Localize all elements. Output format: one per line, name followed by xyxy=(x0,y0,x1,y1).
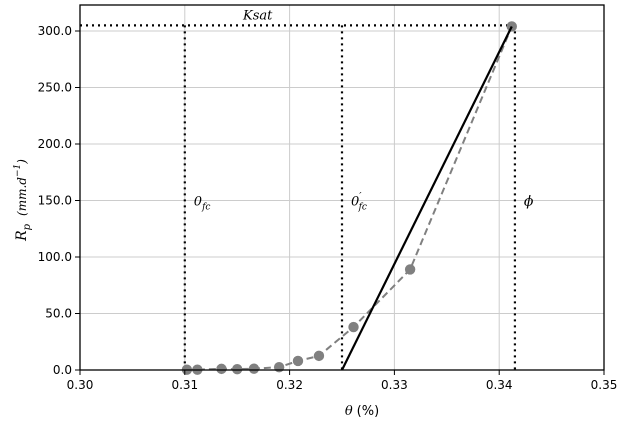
phi-label: ϕ xyxy=(524,193,534,209)
theta-fc-label: 0fc xyxy=(194,194,211,212)
x-axis-symbol: θ xyxy=(345,404,353,419)
x-axis-label: θ (%) xyxy=(345,404,379,419)
x-tick-label: 0.32 xyxy=(276,378,303,392)
ksat-label: Ksat xyxy=(242,8,273,23)
dashed-series-line xyxy=(186,26,513,371)
y-axis-subscript: p xyxy=(22,223,33,230)
y-axis-unit-close: ) xyxy=(15,159,29,165)
data-series xyxy=(181,21,517,375)
data-point xyxy=(348,321,359,333)
y-axis-unit-open: (mm.d xyxy=(15,177,29,216)
x-tick-label: 0.35 xyxy=(591,378,618,392)
y-tick-label: 300.0 xyxy=(38,24,72,38)
y-tick-label: 250.0 xyxy=(38,80,72,94)
y-tick-label: 200.0 xyxy=(38,137,72,151)
y-tick-label: 100.0 xyxy=(38,250,72,264)
y-axis-label: Rp (mm.d−1) xyxy=(13,159,33,242)
y-axis-symbol: R xyxy=(14,230,30,242)
annotations: Ksat 0fc 0′ fc ϕ xyxy=(194,8,534,212)
y-tick-label: 150.0 xyxy=(38,193,72,207)
x-tick-label: 0.30 xyxy=(67,378,94,392)
data-point xyxy=(273,361,285,373)
fit-line xyxy=(341,25,513,371)
x-tick-label: 0.31 xyxy=(171,378,198,392)
y-tick-label: 0.0 xyxy=(53,363,72,377)
y-axis-unit-exp: −1 xyxy=(13,164,23,177)
plot-frame xyxy=(79,4,605,371)
reference-lines xyxy=(80,24,517,370)
theta-fc-prime-label: 0′ fc xyxy=(351,191,367,212)
x-tick-label: 0.34 xyxy=(486,378,513,392)
data-point xyxy=(216,363,227,375)
data-point xyxy=(232,364,243,375)
y-tick-label: 50.0 xyxy=(45,306,72,320)
data-point xyxy=(313,350,325,362)
data-point xyxy=(404,264,416,275)
x-tick-label: 0.33 xyxy=(381,378,408,392)
data-point xyxy=(292,355,304,367)
x-axis-unit: (%) xyxy=(357,404,380,419)
data-point xyxy=(248,363,260,374)
axis-ticks: 0.30 0.31 0.32 0.33 0.34 0.35 0.0 50.0 100.0 150.… xyxy=(38,24,618,392)
